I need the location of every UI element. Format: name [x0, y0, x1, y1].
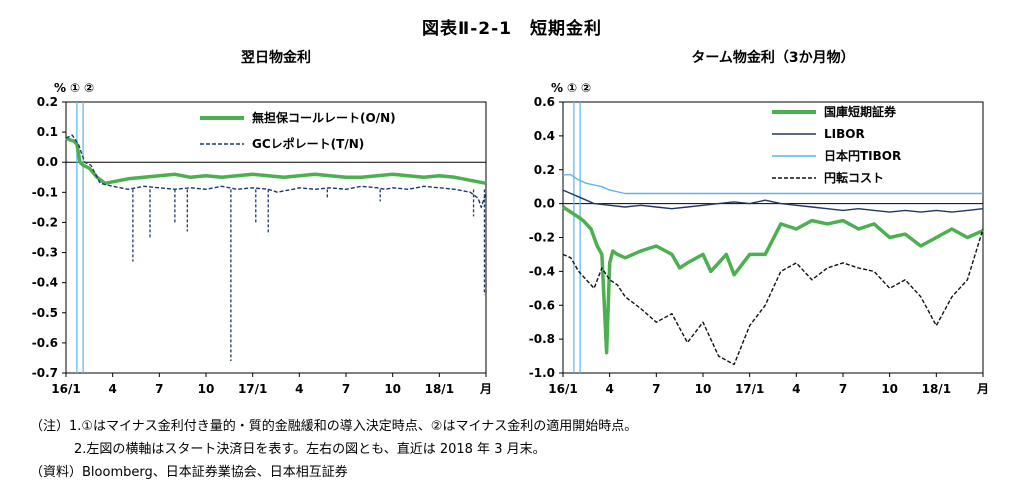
- chart1-ytick-label: 0.2: [534, 163, 555, 177]
- chart-left-overnight: 翌日物金利% ① ② 0.2 0.1 0.0 -0.1 -0.2 -0.3 -0.4 -0.5 -0.…: [32, 49, 492, 396]
- chart0-xtick-label: 7: [155, 382, 163, 396]
- chart1-series-line-0: [562, 205, 984, 355]
- chart1-ytick-label: 0.0: [534, 197, 555, 211]
- chart0-xtick-label: 10: [198, 382, 215, 396]
- chart1-ytick-label: -0.4: [529, 264, 555, 278]
- chart0-ytick-label: -0.7: [32, 366, 58, 380]
- chart0-ytick-label: 0.0: [37, 155, 58, 169]
- chart1-legend-label-3: 円転コスト: [824, 170, 884, 185]
- chart0-ytick-label: 0.1: [37, 125, 58, 139]
- chart1-xtick-label: 18/1: [922, 382, 951, 396]
- chart1-xtick-label: 4: [792, 382, 800, 396]
- chart1-xtick-label: 7: [652, 382, 660, 396]
- chart1-ytick-label: -0.8: [529, 332, 555, 346]
- chart-right-term: ターム物金利（3か月物）% ① ② 0.6 0.4 0.2 0.0 -0.2 -0.4 -0.6 -…: [529, 49, 989, 396]
- chart0-ytick-label: -0.2: [32, 215, 58, 229]
- chart0-plot-frame: [65, 101, 487, 374]
- chart1-marker-label-1: ①: [567, 81, 577, 95]
- chart0-series-line-0: [65, 136, 487, 186]
- chart1-legend-label-1: LIBOR: [824, 127, 865, 141]
- chart1-series-line-2: [563, 174, 983, 195]
- chart0-title: 翌日物金利: [241, 49, 311, 66]
- chart0-xtick-label: 17/1: [238, 382, 267, 396]
- chart0-marker-label-2: ②: [84, 81, 94, 95]
- chart1-ytick-label: -0.2: [529, 231, 555, 245]
- chart1-marker-label-2: ②: [581, 81, 591, 95]
- chart1-unit-label: %: [551, 81, 563, 95]
- chart1-legend-label-0: 国庫短期証券: [824, 104, 897, 119]
- chart0-xtick-label: 16/1: [51, 382, 80, 396]
- chart0-xtick-label: 7: [342, 382, 350, 396]
- chart1-ytick-label: -1.0: [529, 366, 555, 380]
- chart1-ytick-label: 0.4: [534, 129, 555, 143]
- chart0-ytick-label: -0.1: [32, 185, 58, 199]
- chart0-ytick-label: 0.2: [37, 95, 58, 109]
- chart0-xtick-label: 4: [295, 382, 303, 396]
- chart1-xtick-label: 17/1: [735, 382, 764, 396]
- note-line-2: 2.左図の横軸はスタート決済日を表す。左右の図とも、直近は 2018 年 3 月…: [74, 442, 546, 457]
- note-line-3: （資料）Bloomberg、日本証券業協会、日本相互証券: [30, 465, 348, 480]
- chart1-xtick-label: 7: [839, 382, 847, 396]
- chart1-xtick-label: 16/1: [548, 382, 577, 396]
- chart0-xtick-label: 10: [384, 382, 401, 396]
- chart0-marker-label-1: ①: [70, 81, 80, 95]
- chart0-legend-label-1: GCレポレート(T/N): [252, 136, 364, 151]
- chart0-ytick-label: -0.6: [32, 336, 58, 350]
- chart0-unit-label: %: [54, 81, 66, 95]
- note-line-1: （注）1.①はマイナス金利付き量的・質的金融緩和の導入決定時点、②はマイナス金利…: [30, 419, 638, 434]
- chart1-ytick-label: -0.6: [529, 298, 555, 312]
- chart1-ytick-label: 0.6: [534, 95, 555, 109]
- chart0-legend-label-0: 無担保コールレート(O/N): [252, 110, 396, 125]
- chart1-xtick-label: 10: [695, 382, 712, 396]
- chart0-xtick-label: 月: [479, 382, 492, 396]
- chart0-ytick-label: -0.3: [32, 246, 58, 260]
- chart1-xtick-label: 10: [881, 382, 898, 396]
- chart0-xtick-label: 18/1: [425, 382, 454, 396]
- chart1-xtick-label: 4: [605, 382, 613, 396]
- figure-title: 図表Ⅱ-2-1 短期金利: [422, 19, 602, 39]
- chart0-series-line-1: [65, 134, 487, 209]
- chart1-legend-label-2: 日本円TIBOR: [824, 148, 901, 163]
- chart1-series-line-1: [562, 189, 984, 213]
- chart0-ytick-label: -0.5: [32, 306, 58, 320]
- chart1-series-line-3: [562, 228, 984, 366]
- chart1-title: ターム物金利（3か月物）: [691, 49, 854, 66]
- chart0-xtick-label: 4: [108, 382, 116, 396]
- chart0-ytick-label: -0.4: [32, 276, 58, 290]
- chart1-xtick-label: 月: [976, 382, 989, 396]
